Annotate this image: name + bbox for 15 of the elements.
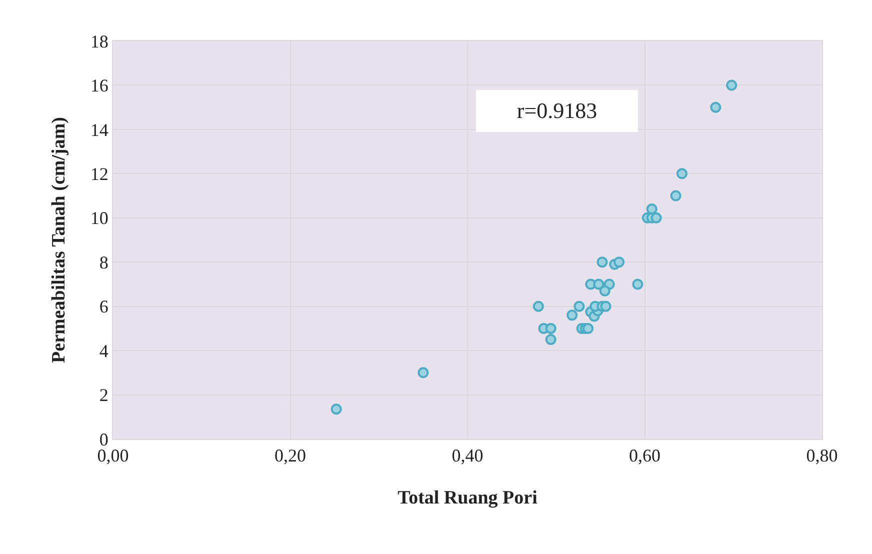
- y-tick-label: 4: [99, 340, 108, 361]
- x-tick-label: 0,80: [806, 446, 838, 466]
- y-tick-label: 6: [99, 296, 108, 317]
- y-tick-label: 16: [90, 76, 108, 96]
- y-tick-label: 14: [90, 120, 108, 140]
- x-tick-label: 0,40: [452, 446, 484, 466]
- y-tick-label: 10: [90, 208, 108, 228]
- y-tick-label: 18: [90, 31, 108, 52]
- y-tick-label: 2: [99, 385, 108, 406]
- y-axis-title: Permeabilitas Tanah (cm/jam): [48, 117, 70, 363]
- x-tick-label: 0,20: [274, 446, 306, 466]
- y-tick-label: 12: [90, 164, 108, 184]
- x-tick-label: 0,60: [629, 446, 660, 466]
- y-tick-label: 8: [99, 252, 108, 272]
- x-axis-title: Total Ruang Pori: [398, 487, 538, 508]
